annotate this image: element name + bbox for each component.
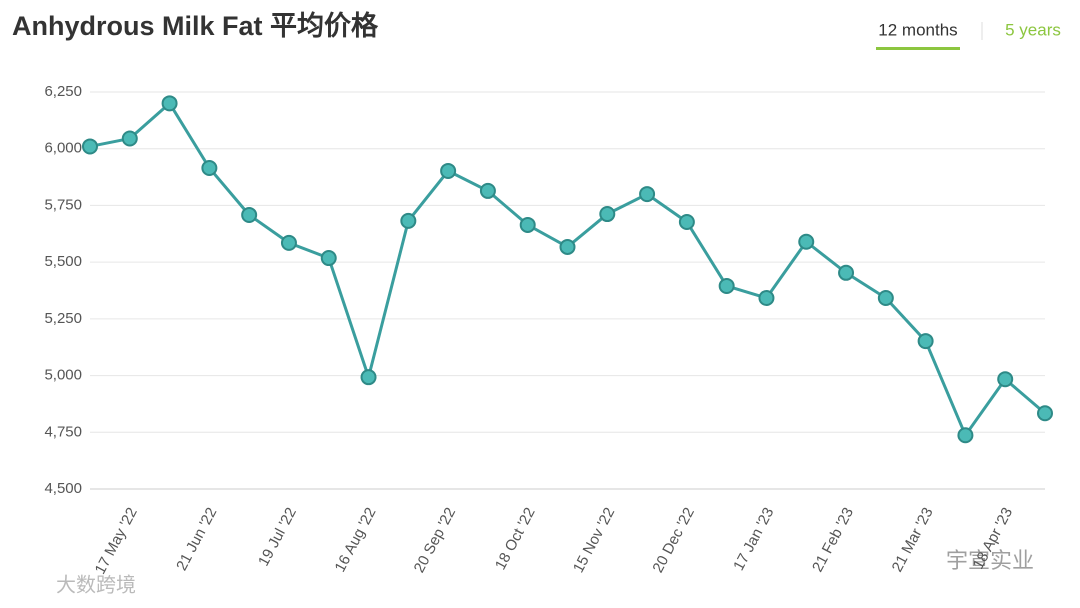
point bbox=[320, 250, 337, 267]
point bbox=[479, 182, 496, 199]
point bbox=[678, 213, 695, 230]
point bbox=[519, 216, 536, 233]
x-tick-label: 19 Jul '22 bbox=[255, 505, 300, 569]
x-tick-label: 17 May '22 bbox=[92, 505, 141, 577]
point bbox=[838, 264, 855, 281]
point bbox=[360, 369, 377, 386]
y-tick-label: 5,250 bbox=[44, 310, 82, 327]
x-tick-label: 20 Dec '22 bbox=[649, 505, 697, 576]
point bbox=[201, 159, 218, 176]
x-tick-label: 21 Mar '23 bbox=[889, 505, 937, 575]
point bbox=[161, 95, 178, 112]
x-tick-label: 16 Aug '22 bbox=[331, 505, 379, 575]
y-tick-label: 5,500 bbox=[44, 253, 82, 270]
point bbox=[241, 206, 258, 223]
point bbox=[400, 212, 417, 229]
point bbox=[798, 233, 815, 250]
chart-title: Anhydrous Milk Fat 平均价格 bbox=[12, 11, 379, 41]
x-tick-label: 15 Nov '22 bbox=[570, 505, 618, 576]
watermark: 宇宣实业 bbox=[946, 548, 1034, 573]
point bbox=[758, 289, 775, 306]
point bbox=[121, 130, 138, 147]
point bbox=[1037, 405, 1053, 422]
y-tick-label: 4,750 bbox=[44, 423, 82, 440]
point bbox=[639, 186, 656, 203]
point bbox=[917, 333, 934, 350]
point bbox=[718, 277, 735, 294]
y-tick-label: 5,000 bbox=[44, 367, 82, 384]
x-tick-label: 21 Feb '23 bbox=[809, 505, 857, 575]
point bbox=[997, 371, 1014, 388]
point bbox=[599, 206, 616, 223]
point bbox=[280, 234, 297, 251]
x-tick-label: 17 Jan '23 bbox=[730, 505, 777, 574]
point bbox=[559, 238, 576, 255]
watermark: 大数跨境 bbox=[56, 573, 136, 596]
point bbox=[82, 138, 98, 155]
x-tick-label: 18 Oct '22 bbox=[492, 505, 539, 573]
y-tick-label: 4,500 bbox=[44, 480, 82, 497]
point bbox=[877, 289, 894, 306]
toggle-12-months[interactable]: 12 months bbox=[878, 20, 957, 39]
y-tick-label: 6,000 bbox=[44, 140, 82, 157]
point bbox=[440, 162, 457, 179]
toggle-5-years[interactable]: 5 years bbox=[1005, 20, 1061, 39]
y-tick-label: 5,750 bbox=[44, 196, 82, 213]
y-tick-label: 6,250 bbox=[44, 83, 82, 100]
series-line bbox=[89, 101, 1046, 439]
x-tick-label: 21 Jun '22 bbox=[173, 505, 220, 574]
toggle-underline bbox=[876, 47, 960, 50]
point bbox=[957, 427, 974, 444]
x-tick-label: 20 Sep '22 bbox=[411, 505, 459, 576]
